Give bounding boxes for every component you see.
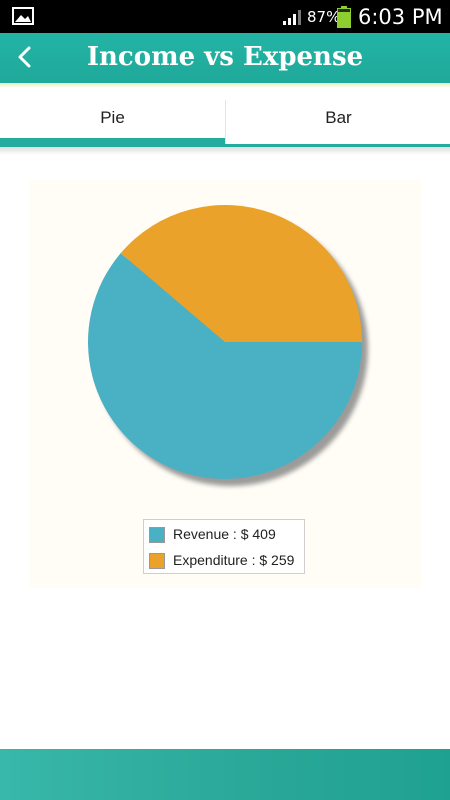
gallery-icon: [12, 7, 34, 25]
tab-divider: [225, 100, 226, 144]
signal-icon: [283, 10, 301, 25]
battery-icon: [337, 6, 351, 28]
legend-swatch-revenue: [149, 527, 165, 543]
pie-slice-expenditure: [120, 204, 362, 342]
chevron-left-icon[interactable]: [12, 43, 38, 73]
tabs-underline: [0, 144, 450, 147]
legend-label-revenue: Revenue : $ 409: [173, 526, 276, 542]
pie-slice-revenue: [88, 253, 362, 479]
header-shadow: [0, 83, 450, 88]
tab-bar-label: Bar: [325, 108, 352, 127]
legend-label-expenditure: Expenditure : $ 259: [173, 552, 295, 568]
selected-tab-indicator: [0, 138, 225, 147]
chart-legend: Revenue : $ 409 Expenditure : $ 259: [143, 519, 305, 574]
pie-chart: [88, 204, 368, 486]
footer-bar: [0, 749, 450, 800]
page-title: Income vs Expense: [86, 42, 364, 72]
pie-slices: [88, 204, 362, 479]
tab-pie[interactable]: Pie: [0, 88, 225, 147]
battery-percent: 87%: [307, 8, 341, 26]
legend-swatch-expenditure: [149, 553, 165, 569]
tab-pie-label: Pie: [100, 108, 125, 127]
clock-time: 6:03 PM: [358, 5, 443, 29]
app-header: Income vs Expense: [0, 33, 450, 83]
tab-bar[interactable]: Bar: [226, 88, 450, 147]
status-bar: 87% 6:03 PM: [0, 0, 450, 33]
tabs-shadow: [0, 147, 450, 155]
